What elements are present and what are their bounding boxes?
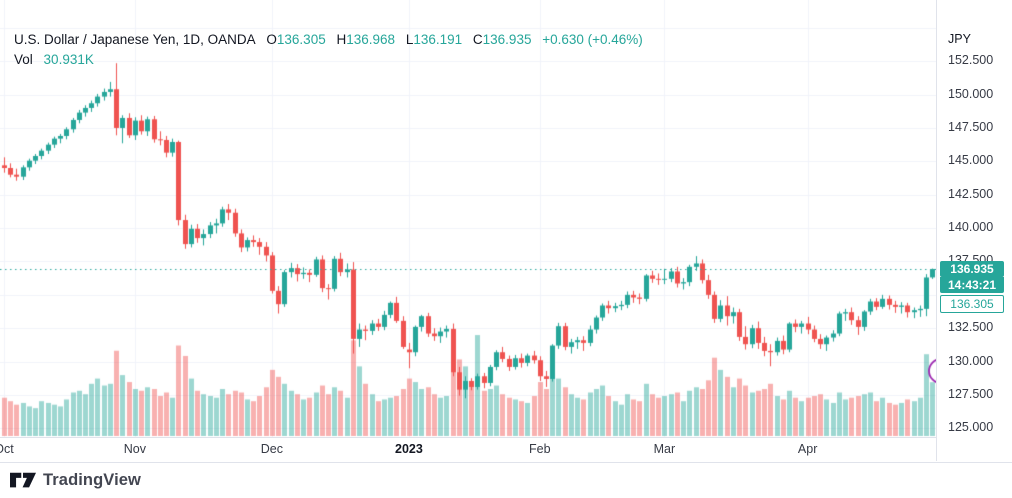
last-price-badge: 136.935: [940, 261, 1004, 277]
chart-pane[interactable]: [0, 0, 936, 437]
tradingview-logo-text[interactable]: TradingView: [43, 470, 141, 489]
price-tick-label: 140.000: [948, 220, 994, 235]
time-axis[interactable]: Oct Nov Dec 2023 Feb Mar Apr: [0, 437, 1012, 463]
time-tick-label-dec: Dec: [260, 442, 283, 456]
low-value: 136.191: [413, 32, 463, 47]
price-tick-label: 142.500: [948, 186, 994, 201]
price-tick-label: 130.000: [948, 353, 994, 368]
open-price-badge: 136.305: [940, 295, 1004, 313]
symbol-title[interactable]: U.S. Dollar / Japanese Yen, 1D, OANDA: [14, 32, 256, 47]
price-tick-label: 145.000: [948, 153, 994, 168]
low-label: L: [405, 32, 414, 47]
price-tick-label: 125.000: [948, 420, 994, 435]
currency-label: JPY: [948, 32, 971, 46]
footer: TradingView: [0, 462, 1012, 498]
close-label: C: [472, 32, 483, 47]
volume-label[interactable]: Vol: [14, 52, 33, 67]
change-value: +0.630 (+0.46%): [542, 32, 643, 47]
close-value: 136.935: [482, 32, 532, 47]
time-tick-label-apr: Apr: [797, 442, 818, 456]
chart-canvas[interactable]: [0, 0, 936, 437]
high-label: H: [336, 32, 347, 47]
time-tick-label-mar: Mar: [653, 442, 676, 456]
price-tick-label: 150.000: [948, 86, 994, 101]
price-tick-label: 152.500: [948, 53, 994, 68]
high-value: 136.968: [346, 32, 396, 47]
bar-countdown-badge: 14:43:21: [940, 277, 1004, 293]
time-tick-label-2023: 2023: [395, 442, 423, 456]
time-tick-label-feb: Feb: [528, 442, 551, 456]
volume-value: 30.931K: [43, 52, 94, 67]
time-tick-label-oct: Oct: [0, 442, 14, 456]
price-axis[interactable]: JPY 152.500 150.000 147.500 145.000 142.500 1…: [936, 0, 1012, 461]
price-tick-label: 132.500: [948, 320, 994, 335]
price-labels-group: 136.935 14:43:21 136.305: [940, 261, 1010, 313]
chart-legend: U.S. Dollar / Japanese Yen, 1D, OANDA O1…: [14, 31, 643, 68]
tradingview-logo-icon[interactable]: [10, 472, 36, 489]
open-value: 136.305: [276, 32, 326, 47]
price-tick-label: 127.500: [948, 386, 994, 401]
open-label: O: [266, 32, 277, 47]
price-tick-label: 147.500: [948, 119, 994, 134]
time-tick-label-nov: Nov: [123, 442, 146, 456]
